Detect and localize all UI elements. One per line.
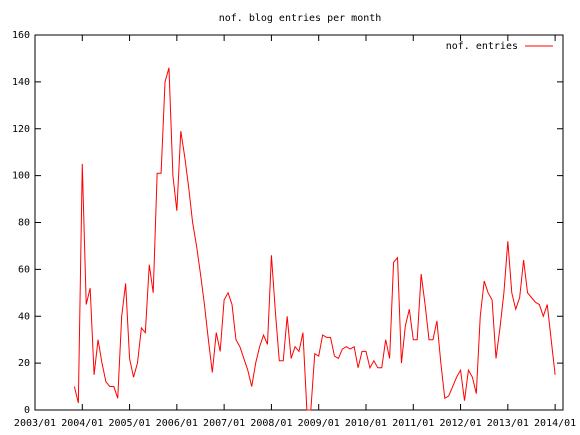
y-tick-label: 40 <box>18 311 30 322</box>
x-tick-label: 2006/01 <box>156 418 198 429</box>
x-tick-label: 2014/01 <box>534 418 576 429</box>
y-tick-label: 140 <box>12 77 30 88</box>
x-tick-label: 2009/01 <box>298 418 340 429</box>
x-tick-label: 2003/01 <box>14 418 56 429</box>
y-tick-label: 100 <box>12 171 30 182</box>
y-tick-label: 80 <box>18 218 30 229</box>
x-tick-label: 2013/01 <box>487 418 529 429</box>
chart-title: nof. blog entries per month <box>219 13 382 24</box>
x-tick-label: 2012/01 <box>439 418 481 429</box>
x-tick-label: 2008/01 <box>250 418 292 429</box>
legend-label: nof. entries <box>446 41 518 52</box>
y-tick-label: 120 <box>12 124 30 135</box>
y-tick-label: 160 <box>12 30 30 41</box>
x-tick-label: 2007/01 <box>203 418 245 429</box>
plot-border <box>34 34 564 411</box>
y-tick-label: 0 <box>24 405 30 416</box>
x-tick-label: 2005/01 <box>108 418 150 429</box>
data-line <box>73 67 556 411</box>
y-tick-label: 60 <box>18 264 30 275</box>
x-tick-label: 2011/01 <box>392 418 434 429</box>
x-tick-label: 2010/01 <box>345 418 387 429</box>
x-tick-label: 2004/01 <box>61 418 103 429</box>
y-tick-label: 20 <box>18 358 30 369</box>
